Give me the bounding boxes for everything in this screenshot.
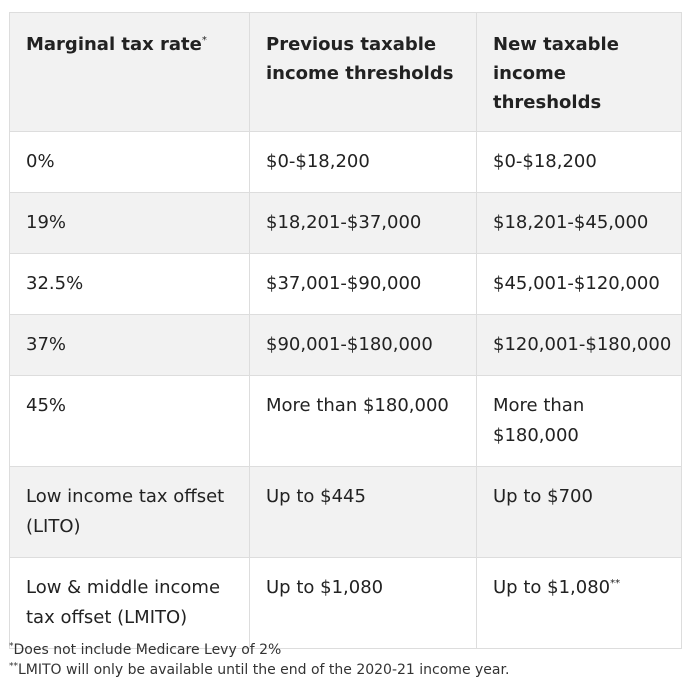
footnote: **LMITO will only be available until the… [9,660,509,680]
cell-previous: Up to $445 [249,466,477,558]
header-new-thresholds: New taxable income thresholds [476,12,682,132]
cell-rate: Low & middle income tax offset (LMITO) [9,557,250,649]
cell-rate: 45% [9,375,250,467]
table-header-row: Marginal tax rate* Previous taxable inco… [9,12,682,132]
header-marginal-tax-rate: Marginal tax rate* [9,12,250,132]
table-row: 45% More than $180,000 More than $180,00… [9,375,682,467]
cell-rate: Low income tax offset (LITO) [9,466,250,558]
header-label: Previous taxable income thresholds [266,34,454,84]
cell-new: More than $180,000 [476,375,682,467]
table-row: 19% $18,201-$37,000 $18,201-$45,000 [9,192,682,254]
tax-table-container: Marginal tax rate* Previous taxable inco… [9,12,682,649]
footnote-marker: * [9,641,14,652]
cell-rate: 19% [9,192,250,254]
table-row: Low & middle income tax offset (LMITO) U… [9,557,682,649]
cell-new: $120,001-$180,000 [476,314,682,376]
cell-previous: $18,201-$37,000 [249,192,477,254]
cell-new: $18,201-$45,000 [476,192,682,254]
header-label: Marginal tax rate [26,34,202,55]
cell-previous: $0-$18,200 [249,131,477,193]
cell-previous: $90,001-$180,000 [249,314,477,376]
header-previous-thresholds: Previous taxable income thresholds [249,12,477,132]
cell-new: $0-$18,200 [476,131,682,193]
cell-previous: More than $180,000 [249,375,477,467]
table-row: 0% $0-$18,200 $0-$18,200 [9,131,682,193]
footnote-marker: ** [9,661,18,672]
footnote-text: Does not include Medicare Levy of 2% [13,642,282,658]
table-row: Low income tax offset (LITO) Up to $445 … [9,466,682,558]
cell-new: Up to $700 [476,466,682,558]
footnote-marker: ** [610,578,621,589]
cell-rate: 0% [9,131,250,193]
cell-new: Up to $1,080** [476,557,682,649]
table-row: 37% $90,001-$180,000 $120,001-$180,000 [9,314,682,376]
cell-previous: $37,001-$90,000 [249,253,477,315]
footnote: *Does not include Medicare Levy of 2% [9,640,509,660]
cell-previous: Up to $1,080 [249,557,477,649]
footnote-text: LMITO will only be available until the e… [18,662,510,678]
table-row: 32.5% $37,001-$90,000 $45,001-$120,000 [9,253,682,315]
cell-rate: 32.5% [9,253,250,315]
header-label: New taxable income thresholds [493,34,619,113]
cell-new-value: Up to $1,080 [493,577,611,598]
cell-rate: 37% [9,314,250,376]
cell-new: $45,001-$120,000 [476,253,682,315]
footnote-marker: * [201,35,207,46]
tax-rate-table: Marginal tax rate* Previous taxable inco… [9,12,682,649]
footnotes: *Does not include Medicare Levy of 2% **… [9,640,509,680]
